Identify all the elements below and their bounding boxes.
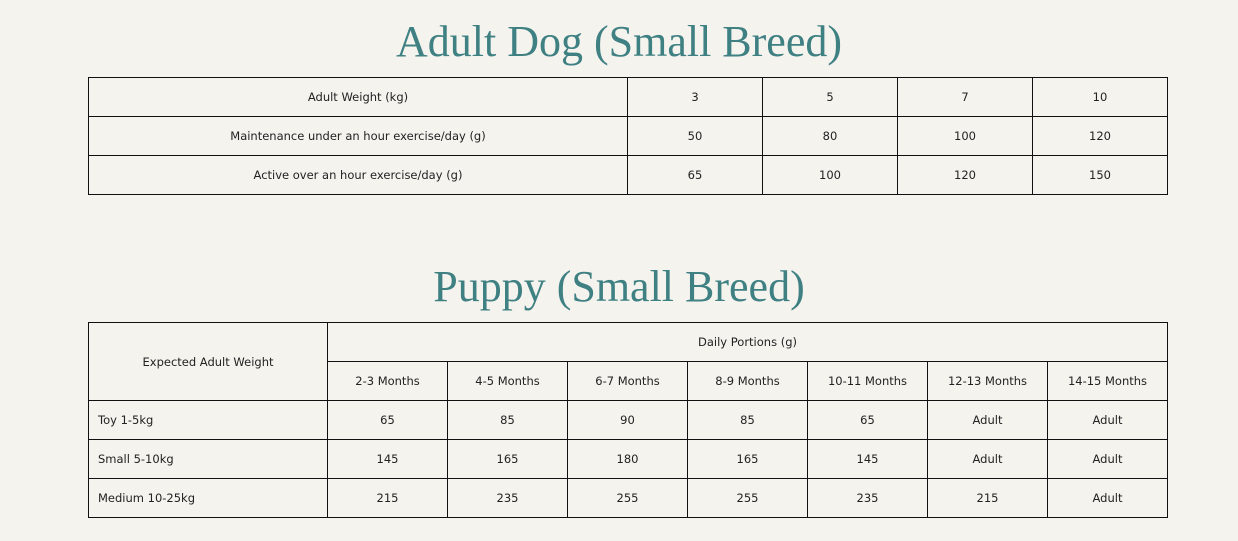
table-cell: 85	[447, 400, 568, 440]
table-cell: 215	[327, 478, 448, 518]
table-cell: 120	[897, 155, 1033, 195]
table-cell: 90	[567, 400, 688, 440]
table-cell: Adult	[927, 439, 1048, 479]
table-row: Active over an hour exercise/day (g) 65 10…	[88, 155, 1168, 195]
table-cell: 50	[627, 116, 763, 156]
table-row: Medium 10-25kg 215 235 255 255 235 215 Adult	[88, 478, 1168, 518]
column-header: 4-5 Months	[447, 361, 568, 401]
table-cell: 100	[762, 155, 898, 195]
row-label: Active over an hour exercise/day (g)	[88, 155, 628, 195]
table-cell: 215	[927, 478, 1048, 518]
table-cell: 10	[1032, 77, 1168, 117]
table-cell: 255	[687, 478, 808, 518]
table-cell: 150	[1032, 155, 1168, 195]
table-cell: 145	[327, 439, 448, 479]
table-row: Adult Weight (kg) 3 5 7 10	[88, 77, 1168, 117]
column-header: 12-13 Months	[927, 361, 1048, 401]
table-cell: Adult	[1047, 400, 1168, 440]
table-cell: 255	[567, 478, 688, 518]
table-cell: 180	[567, 439, 688, 479]
table-cell: 65	[327, 400, 448, 440]
table-cell: 65	[627, 155, 763, 195]
table-row: Small 5-10kg 145 165 180 165 145 Adult Adult	[88, 439, 1168, 479]
table-row: Maintenance under an hour exercise/day (…	[88, 116, 1168, 156]
table-cell: Adult	[1047, 478, 1168, 518]
column-header: 2-3 Months	[327, 361, 448, 401]
table-cell: 235	[447, 478, 568, 518]
column-header: 8-9 Months	[687, 361, 808, 401]
table-cell: 3	[627, 77, 763, 117]
row-label: Maintenance under an hour exercise/day (…	[88, 116, 628, 156]
row-label: Medium 10-25kg	[88, 478, 328, 518]
column-header: 10-11 Months	[807, 361, 928, 401]
header-row: Expected Adult Weight Daily Portions (g)	[88, 322, 1168, 401]
column-header: 14-15 Months	[1047, 361, 1168, 401]
table-cell: Adult	[1047, 439, 1168, 479]
table-cell: 120	[1032, 116, 1168, 156]
table-cell: 165	[687, 439, 808, 479]
puppy-title: Puppy (Small Breed)	[433, 262, 805, 311]
puppy-table: Expected Adult Weight Daily Portions (g) 2…	[88, 322, 1168, 518]
table-cell: 85	[687, 400, 808, 440]
table-cell: 80	[762, 116, 898, 156]
adult-table: Adult Weight (kg) 3 5 7 10 Maintenance under …	[88, 77, 1168, 195]
adult-title: Adult Dog (Small Breed)	[395, 17, 843, 66]
row-label: Toy 1-5kg	[88, 400, 328, 440]
row-label: Adult Weight (kg)	[88, 77, 628, 117]
table-cell: 165	[447, 439, 568, 479]
table-cell: 7	[897, 77, 1033, 117]
row-label: Small 5-10kg	[88, 439, 328, 479]
group-header: Daily Portions (g)	[327, 322, 1168, 362]
table-row: Toy 1-5kg 65 85 90 85 65 Adult Adult	[88, 400, 1168, 440]
corner-header: Expected Adult Weight	[88, 322, 328, 401]
header-row: 2-3 Months 4-5 Months 6-7 Months 8-9 Months…	[89, 361, 1168, 401]
table-cell: 235	[807, 478, 928, 518]
table-cell: 100	[897, 116, 1033, 156]
table-cell: 145	[807, 439, 928, 479]
table-cell: 65	[807, 400, 928, 440]
table-cell: Adult	[927, 400, 1048, 440]
table-cell: 5	[762, 77, 898, 117]
column-header: 6-7 Months	[567, 361, 688, 401]
